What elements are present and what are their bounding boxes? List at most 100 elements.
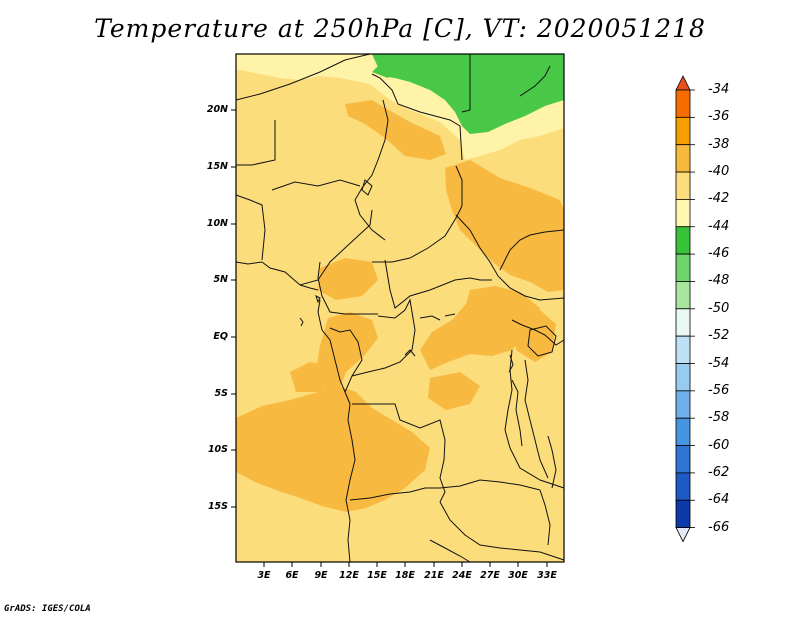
colorbar-swatch bbox=[675, 144, 691, 173]
y-label-10s: 10S bbox=[207, 444, 228, 455]
colorbar-label: -64 bbox=[708, 492, 730, 508]
x-label-6e: 6E bbox=[285, 570, 299, 581]
colorbar-label: -60 bbox=[708, 437, 730, 453]
lake-tanganyika bbox=[511, 379, 523, 447]
boundary-zambia bbox=[439, 479, 541, 491]
x-label-24e: 24E bbox=[452, 570, 472, 581]
colorbar-swatch bbox=[675, 417, 691, 446]
cold-region-ne bbox=[372, 54, 564, 134]
boundary-moz bbox=[539, 489, 551, 546]
x-label-12e: 12E bbox=[339, 570, 359, 581]
boundary-north-3 bbox=[461, 54, 471, 113]
colorbar-label: -42 bbox=[708, 191, 730, 207]
river-congo-2 bbox=[444, 313, 456, 317]
boundary-north-1 bbox=[235, 53, 371, 101]
warm-patch-east-central bbox=[420, 286, 540, 370]
colorbar-swatch bbox=[675, 472, 691, 501]
colorbar-label: -58 bbox=[708, 410, 730, 426]
country-boundaries bbox=[235, 53, 565, 563]
colorbar-label: -44 bbox=[708, 218, 730, 234]
colorbar-swatch bbox=[675, 171, 691, 200]
colorbar-label: -46 bbox=[708, 246, 730, 262]
colorbar-swatch bbox=[675, 116, 691, 146]
river-congo-1 bbox=[419, 315, 441, 321]
x-label-3e: 3E bbox=[257, 570, 271, 581]
colorbar-label: -34 bbox=[708, 82, 730, 97]
island-1 bbox=[299, 317, 304, 327]
boundary-congo bbox=[351, 298, 416, 377]
colorbar-swatch bbox=[675, 226, 691, 255]
x-label-27e: 27E bbox=[480, 570, 500, 581]
warm-patch-central bbox=[318, 258, 378, 300]
colorbar-label: -56 bbox=[708, 382, 730, 398]
warm-patch-south-central bbox=[428, 372, 480, 410]
y-label-15n: 15N bbox=[206, 161, 228, 172]
x-label-21e: 21E bbox=[424, 570, 444, 581]
boundary-sudan bbox=[455, 214, 565, 301]
colorbar-swatch bbox=[675, 445, 691, 474]
colorbar-label: -62 bbox=[708, 464, 730, 480]
boundary-mali-niger bbox=[236, 120, 276, 166]
x-label-9e: 9E bbox=[314, 570, 328, 581]
warm-patch-sw bbox=[236, 386, 430, 512]
colorbar-swatch bbox=[675, 335, 691, 364]
colorbar-swatch bbox=[675, 198, 691, 228]
lake-malawi bbox=[547, 435, 557, 489]
x-label-30e: 30E bbox=[508, 570, 528, 581]
colorbar-label: -38 bbox=[708, 136, 730, 152]
colorbar-bottom-arrow bbox=[675, 527, 691, 543]
colorbar bbox=[675, 75, 695, 543]
boundary-south-2 bbox=[429, 539, 471, 563]
island-2 bbox=[315, 295, 321, 304]
x-label-18e: 18E bbox=[395, 570, 415, 581]
boundary-w1 bbox=[235, 194, 266, 261]
colorbar-label: -50 bbox=[708, 300, 730, 316]
colorbar-swatch bbox=[675, 89, 691, 118]
colorbar-label: -66 bbox=[708, 519, 730, 535]
boundary-angola-south bbox=[349, 487, 440, 501]
lake-chad bbox=[361, 179, 373, 196]
colorbar-swatch bbox=[675, 281, 691, 310]
colorbar-label: -52 bbox=[708, 328, 730, 344]
y-label-15s: 15S bbox=[207, 501, 228, 512]
map-frame bbox=[235, 53, 565, 563]
warm-patch-north-central bbox=[345, 100, 446, 160]
boundary-cameroon bbox=[317, 261, 378, 315]
colorbar-swatch bbox=[675, 253, 691, 282]
coast-ne bbox=[519, 65, 551, 97]
boundary-north-2 bbox=[371, 73, 463, 161]
boundary-east-lakes bbox=[511, 319, 565, 346]
x-label-33e: 33E bbox=[537, 570, 557, 581]
y-label-5s: 5S bbox=[214, 388, 228, 399]
colorbar-label: -48 bbox=[708, 273, 730, 289]
colorbar-swatch bbox=[675, 308, 691, 337]
footer-credit: GrADS: IGES/COLA bbox=[4, 604, 91, 614]
boundary-south bbox=[439, 501, 565, 561]
colorbar-swatch bbox=[675, 390, 691, 419]
boundary-tanzania bbox=[524, 359, 549, 479]
warm-patch-east-lakes bbox=[515, 310, 556, 362]
boundary-chad-car bbox=[372, 165, 463, 263]
coast-west bbox=[235, 261, 356, 563]
lake-victoria bbox=[527, 325, 557, 357]
chart-title: Temperature at 250hPa [C], VT: 202005121… bbox=[94, 14, 706, 43]
axis-ticks bbox=[231, 109, 548, 567]
boundary-drc-east bbox=[504, 349, 565, 489]
boundary-w2 bbox=[271, 179, 361, 191]
warm-patch-sw-coast bbox=[290, 362, 340, 392]
boundary-nigeria bbox=[261, 209, 373, 286]
warm-patch-east bbox=[445, 160, 564, 292]
lake-kivu bbox=[508, 354, 514, 373]
boundary-car bbox=[384, 259, 492, 309]
y-label-20n: 20N bbox=[206, 104, 228, 115]
colorbar-label: -54 bbox=[708, 355, 730, 371]
y-label-5n: 5N bbox=[213, 274, 228, 285]
y-label-10n: 10N bbox=[206, 218, 228, 229]
colorbar-label: -36 bbox=[708, 109, 730, 125]
colorbar-top-arrow bbox=[675, 75, 691, 91]
colorbar-label: -40 bbox=[708, 164, 730, 180]
colorbar-swatch bbox=[675, 363, 691, 392]
colorbar-swatch bbox=[675, 499, 691, 529]
cold-patch-nw bbox=[372, 62, 396, 78]
